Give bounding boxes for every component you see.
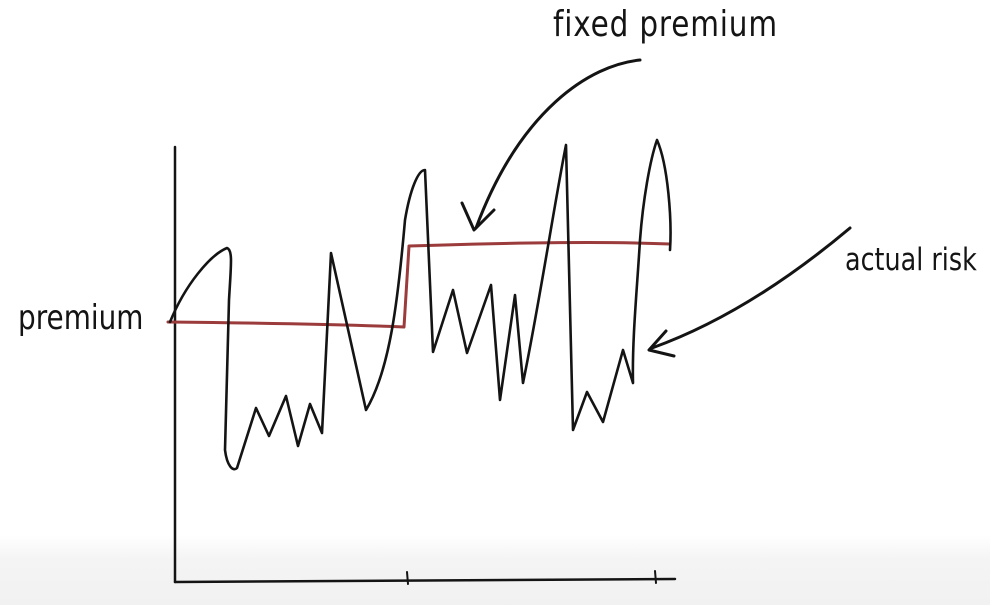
x-axis-tick-1 [406,571,409,585]
fixed-premium-arrow [474,58,642,230]
actual-risk-arrowhead [647,329,676,358]
actual-risk-arrow [650,226,852,350]
x-axis-tick-2 [654,570,657,584]
x-axis [173,577,677,584]
y-axis [173,145,177,584]
premium-axis-label: premium [18,298,144,338]
fixed-premium-arrowhead [460,201,496,232]
actual-risk-label: actual risk [845,242,977,278]
actual-risk-line [168,138,672,471]
fixed-premium-line [166,241,672,329]
fixed-premium-label: fixed premium [553,4,778,45]
